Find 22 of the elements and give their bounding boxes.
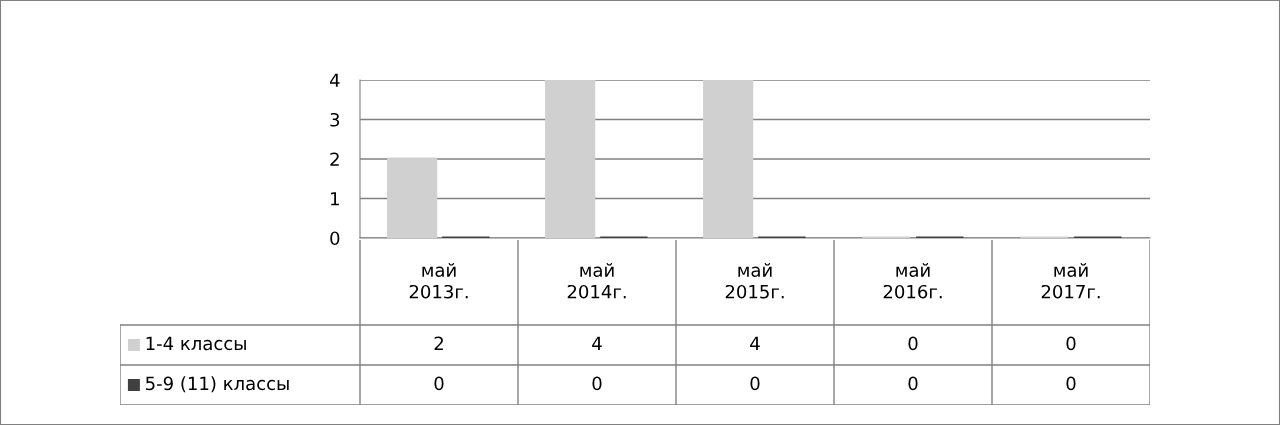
y-tick-label: 0	[330, 231, 340, 246]
legend-label: 1-4 классы	[146, 336, 246, 351]
x-tick-label: май 2017г.	[1041, 263, 1100, 299]
data-label: 0	[434, 376, 444, 391]
data-label: 4	[592, 336, 602, 350]
data-label: 2	[434, 336, 443, 350]
data-label: 4	[750, 336, 760, 350]
data-label: 0	[908, 376, 918, 391]
x-tick-label: май 2016г.	[883, 263, 942, 299]
data-label: 0	[1066, 336, 1076, 351]
x-tick-label: май 2013г.	[409, 263, 468, 299]
data-label: 0	[908, 336, 918, 351]
y-tick-label: 3	[330, 112, 340, 127]
data-label: 0	[1066, 376, 1076, 391]
data-label: 0	[592, 376, 602, 391]
y-tick-label: 2	[330, 152, 339, 166]
x-tick-label: май 2015г.	[725, 263, 784, 299]
y-tick-label: 4	[329, 73, 340, 87]
legend-label: 5-9 (11) классы	[146, 376, 289, 393]
x-tick-label: май 2014г.	[567, 263, 626, 299]
data-label: 0	[750, 376, 760, 391]
y-tick-label: 1	[331, 192, 339, 206]
